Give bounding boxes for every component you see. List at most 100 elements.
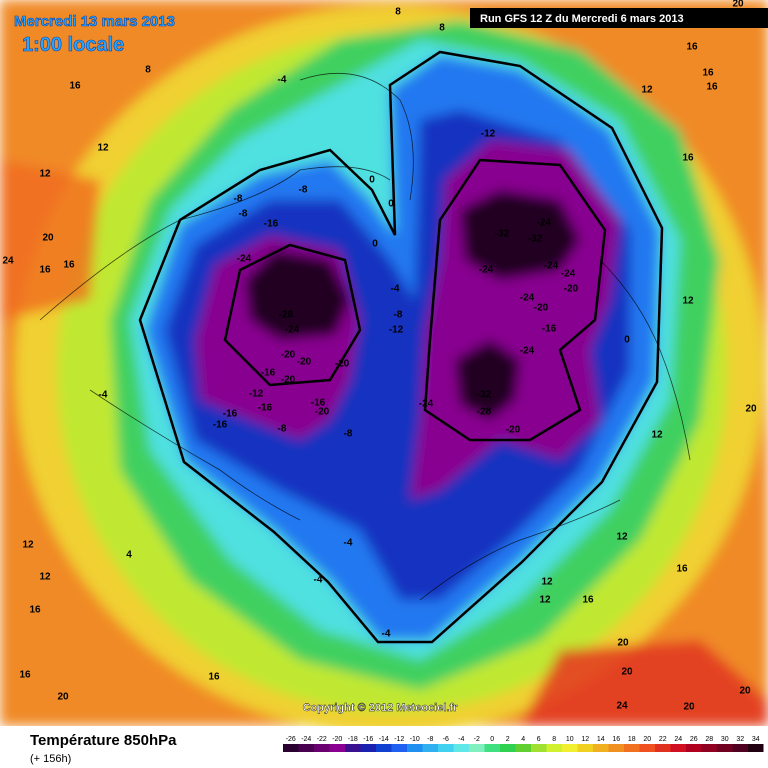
contour-label: 16 (682, 153, 694, 164)
colorbar-swatch (407, 744, 423, 752)
colorbar-tick-label: 34 (752, 736, 760, 743)
contour-label: -20 (335, 359, 350, 370)
contour-label: -4 (314, 575, 323, 586)
colorbar-swatch (562, 744, 578, 752)
contour-label: -16 (261, 368, 276, 379)
contour-label: -4 (344, 538, 353, 549)
valid-time: 1:00 locale (22, 34, 124, 56)
contour-label: -24 (237, 254, 252, 265)
colorbar-swatch (453, 744, 469, 752)
contour-label: 24 (616, 701, 628, 712)
colorbar-tick-label: -10 (410, 736, 420, 743)
contour-label: 0 (624, 335, 630, 346)
colorbar-tick-label: -14 (379, 736, 389, 743)
colorbar-swatch (484, 744, 500, 752)
colorbar-tick-label: -2 (474, 736, 480, 743)
colorbar-tick-label: 2 (506, 736, 510, 743)
colorbar-tick-label: -18 (348, 736, 358, 743)
colorbar-tick-label: 28 (705, 736, 713, 743)
contour-label: -8 (278, 424, 287, 435)
contour-label: 24 (2, 256, 14, 267)
coastlines (39, 72, 691, 601)
temperature-field (0, 0, 768, 735)
contour-label: -24 (285, 325, 300, 336)
contour-label: -8 (344, 429, 353, 440)
colorbar-swatch (469, 744, 485, 752)
colorbar-tick-label: -20 (332, 736, 342, 743)
contour-label: -12 (481, 129, 496, 140)
contour-label: -20 (281, 375, 296, 386)
colorbar-swatch (717, 744, 733, 752)
contour-label: 12 (22, 540, 34, 551)
isotherms (138, 50, 664, 644)
contour-label: 16 (686, 42, 698, 53)
contour-label: -28 (279, 310, 294, 321)
colorbar-tick-label: 16 (612, 736, 620, 743)
contour-labels: 8 8 16 -4 8 20 16 16 12 16 -12 12 12 16 0 -8 -8 -8 0 -16 0 -2… (2, 0, 757, 713)
contour-label: -16 (223, 409, 238, 420)
contour-label: -16 (264, 219, 279, 230)
contour-label: 4 (126, 550, 132, 561)
colorbar-tick-label: 4 (521, 736, 525, 743)
contour-label: 12 (651, 430, 663, 441)
contour-label: 12 (541, 577, 553, 588)
contour-label: 12 (39, 169, 51, 180)
colorbar-tick-label: 10 (566, 736, 574, 743)
contour-label: 16 (63, 260, 75, 271)
colorbar-swatch (701, 744, 717, 752)
colorbar-swatch (670, 744, 686, 752)
contour-label: -4 (382, 629, 391, 640)
colorbar-swatch (422, 744, 438, 752)
colorbar-swatch (531, 744, 547, 752)
contour-label: -4 (391, 284, 400, 295)
colorbar-tick-label: 14 (597, 736, 605, 743)
colorbar-tick-label: -22 (317, 736, 327, 743)
colorbar-swatch (748, 744, 764, 752)
colorbar-tick-label: -16 (363, 736, 373, 743)
colorbar-swatch (298, 744, 314, 752)
contour-label: 12 (539, 595, 551, 606)
colorbar-swatch (624, 744, 640, 752)
colorbar-swatch (686, 744, 702, 752)
colorbar-tick-label: 30 (721, 736, 729, 743)
contour-label: -20 (315, 407, 330, 418)
contour-label: -20 (506, 425, 521, 436)
contour-label: -16 (213, 420, 228, 431)
contour-label: -4 (99, 390, 108, 401)
chart-title: Température 850hPa (30, 732, 177, 749)
run-box (470, 8, 768, 28)
colorbar-swatch (577, 744, 593, 752)
contour-label: 20 (739, 686, 751, 697)
contour-label: 12 (616, 532, 628, 543)
contour-label: -24 (479, 265, 494, 276)
contour-label: 12 (682, 296, 694, 307)
contour-label: -32 (495, 229, 510, 240)
contour-label: 20 (683, 702, 695, 713)
colorbar-swatch (546, 744, 562, 752)
contour-label: -24 (520, 293, 535, 304)
contour-label: -32 (528, 234, 543, 245)
contour-label: 0 (372, 239, 378, 250)
colorbar-tick-label: 0 (490, 736, 494, 743)
contour-label: 16 (69, 81, 81, 92)
valid-date: Mercredi 13 mars 2013 (14, 13, 175, 30)
contour-label: 8 (395, 7, 401, 18)
contour-label: 16 (208, 672, 220, 683)
colorbar-swatch (732, 744, 748, 752)
colorbar-swatch (500, 744, 516, 752)
colorbar-tick-label: 26 (690, 736, 698, 743)
contour-label: -16 (311, 398, 326, 409)
contour-label: 16 (706, 82, 718, 93)
forecast-lead: (+ 156h) (30, 753, 71, 765)
colorbar-tick-label: -26 (286, 736, 296, 743)
contour-label: -24 (561, 269, 576, 280)
contour-label: -8 (234, 194, 243, 205)
contour-label: -4 (278, 75, 287, 86)
contour-label: 0 (388, 199, 394, 210)
contour-label: 20 (745, 404, 757, 415)
colorbar-swatch (391, 744, 407, 752)
colorbar-swatch (438, 744, 454, 752)
colorbar-tick-label: 8 (552, 736, 556, 743)
contour-label: -12 (249, 389, 264, 400)
colorbar-swatch (593, 744, 609, 752)
